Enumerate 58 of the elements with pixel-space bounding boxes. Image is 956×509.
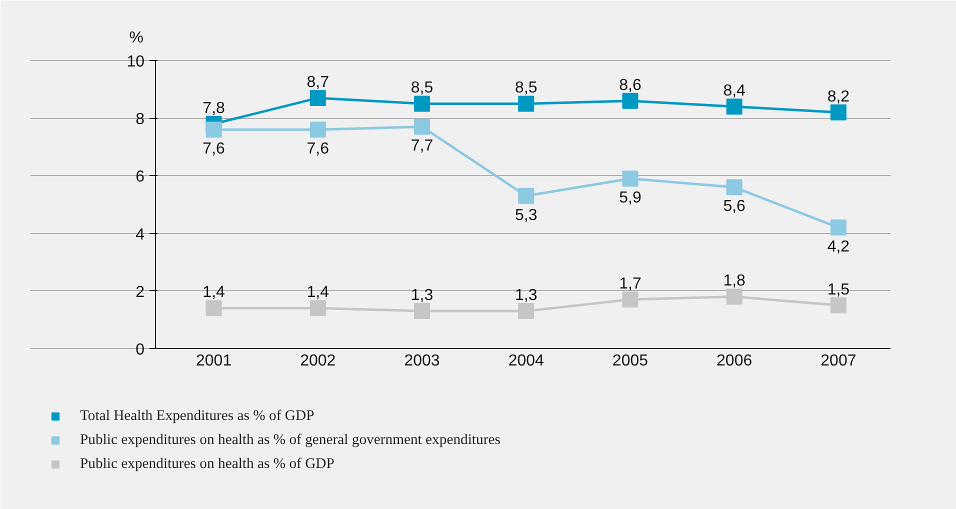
- data-label: 1,4: [306, 284, 330, 302]
- data-label: 8,5: [410, 80, 434, 97]
- data-label: 8,4: [723, 82, 746, 100]
- x-tick-label: 2007: [820, 352, 856, 370]
- data-label: 8,5: [515, 80, 538, 97]
- x-tick-label: 2004: [508, 352, 544, 370]
- x-tick-label: 2001: [196, 352, 232, 370]
- point: [414, 303, 430, 320]
- point: [622, 170, 638, 187]
- legend-label: Public expenditures on health as % of general government expenditures: [80, 432, 500, 448]
- point: [830, 104, 846, 120]
- data-label: 1,4: [202, 284, 226, 302]
- data-label: 1,5: [827, 281, 850, 298]
- point: [310, 300, 326, 316]
- data-label: 5,9: [619, 190, 642, 207]
- data-label: 7,6: [202, 140, 226, 158]
- point: [830, 297, 846, 314]
- point: [518, 96, 534, 112]
- point: [518, 188, 534, 204]
- point: [622, 292, 638, 308]
- x-tick-label: 2002: [300, 352, 336, 370]
- point: [830, 220, 846, 236]
- point: [414, 118, 430, 135]
- data-label: 5,6: [723, 198, 746, 216]
- x-tick-label: 2005: [612, 352, 648, 370]
- data-label: 8,2: [827, 88, 850, 106]
- data-label: 1,8: [723, 272, 746, 290]
- data-label: 7,6: [306, 140, 330, 158]
- data-label: 1,3: [410, 287, 434, 304]
- point: [414, 96, 430, 112]
- point: [206, 122, 222, 138]
- point: [726, 179, 742, 196]
- legend-label: Total Health Expenditures as % of GDP: [80, 408, 314, 424]
- point: [206, 300, 222, 316]
- point: [310, 122, 326, 138]
- data-label: 4,2: [827, 238, 850, 256]
- y-axis-title: %: [129, 30, 144, 46]
- point: [622, 92, 638, 109]
- y-tick-label: 4: [136, 226, 145, 244]
- x-tick-label: 2003: [404, 352, 440, 370]
- y-tick-label: 2: [136, 284, 145, 301]
- data-label: 7,8: [202, 100, 226, 117]
- point: [310, 90, 326, 106]
- point: [726, 98, 742, 115]
- data-label: 7,7: [410, 138, 434, 155]
- point: [726, 288, 742, 305]
- legend-label: Public expenditures on health as % of GDP: [80, 456, 334, 472]
- data-label: 8,7: [306, 74, 330, 91]
- y-tick-label: 8: [136, 111, 145, 128]
- data-label: 1,7: [619, 276, 642, 293]
- data-label: 8,6: [619, 76, 642, 94]
- y-tick-label: 0: [136, 342, 145, 358]
- data-label: 1,3: [515, 287, 538, 304]
- y-tick-label: 10: [126, 54, 145, 70]
- y-tick-label: 6: [136, 168, 145, 186]
- x-tick-label: 2006: [716, 352, 752, 370]
- point: [518, 303, 534, 320]
- data-label: 5,3: [515, 206, 538, 224]
